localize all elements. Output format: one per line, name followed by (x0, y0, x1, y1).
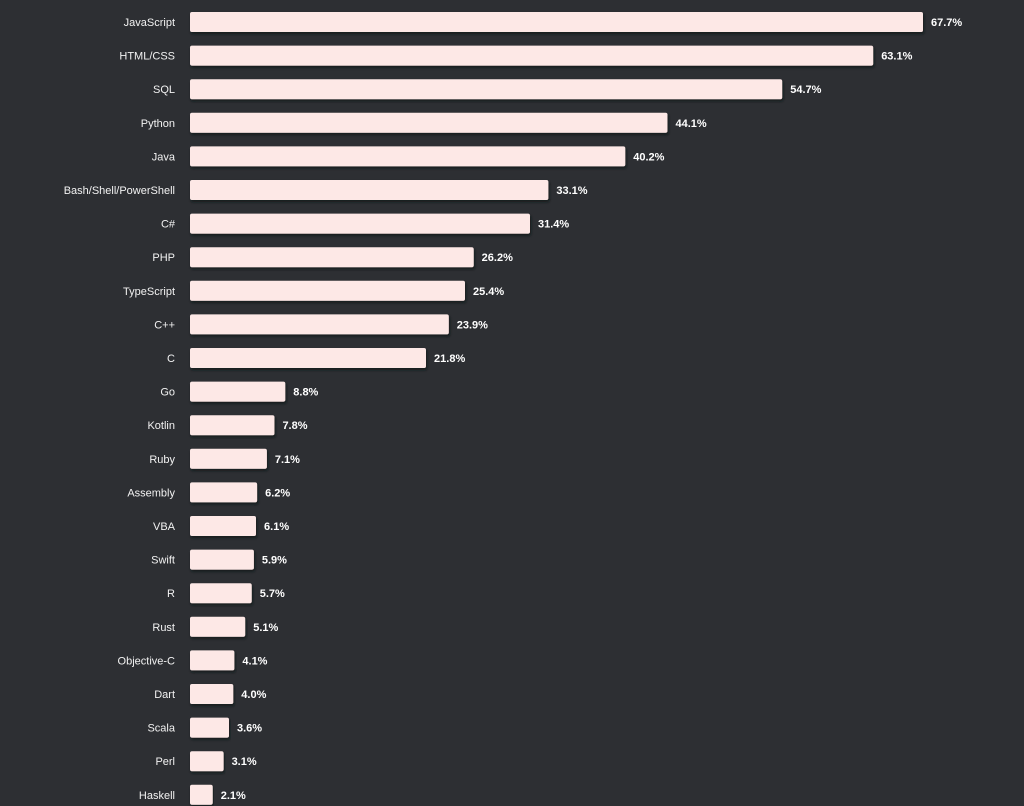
value-label: 67.7% (931, 17, 962, 29)
bar (190, 616, 246, 637)
bar (190, 79, 783, 100)
category-label: C (167, 353, 175, 365)
bar-row: Objective-C 4.1% (118, 650, 268, 671)
bar (190, 247, 474, 268)
bar (190, 213, 530, 234)
category-label: Rust (152, 622, 175, 634)
bar (190, 549, 254, 570)
category-label: Objective-C (118, 655, 176, 667)
category-label: VBA (153, 521, 176, 533)
category-label: Assembly (127, 487, 175, 499)
value-label: 31.4% (538, 219, 569, 231)
bar-row: HTML/CSS 63.1% (119, 45, 913, 66)
category-label: SQL (153, 84, 175, 96)
value-label: 5.1% (253, 622, 278, 634)
bar-row: Ruby 7.1% (149, 448, 300, 469)
category-label: Go (160, 387, 175, 399)
value-label: 33.1% (556, 185, 587, 197)
value-label: 5.7% (260, 588, 285, 600)
bar (190, 112, 668, 133)
bar-row: Bash/Shell/PowerShell 33.1% (64, 180, 588, 200)
value-label: 6.1% (264, 521, 289, 533)
value-label: 3.6% (237, 723, 262, 735)
value-label: 23.9% (457, 319, 488, 331)
bar (190, 45, 874, 66)
bars-layer: JavaScript 67.7% HTML/CSS 63.1% SQL 54.7% Pyth… (64, 12, 962, 805)
value-label: 5.9% (262, 555, 287, 567)
value-label: 7.1% (275, 454, 300, 466)
category-label: C++ (154, 319, 175, 331)
bar (190, 12, 923, 32)
bar-row: Swift 5.9% (151, 549, 287, 570)
bar-row: Assembly 6.2% (127, 482, 290, 503)
category-label: PHP (152, 252, 175, 264)
category-label: C# (161, 219, 176, 231)
bar-row: JavaScript 67.7% (124, 12, 962, 32)
category-label: Perl (155, 756, 175, 768)
bar (190, 180, 549, 200)
bar-row: PHP 26.2% (152, 247, 513, 268)
bar (190, 280, 465, 301)
value-label: 2.1% (221, 790, 246, 802)
bar-row: Scala 3.6% (147, 717, 262, 738)
bar (190, 381, 286, 402)
category-label: TypeScript (123, 286, 175, 298)
value-label: 6.2% (265, 487, 290, 499)
value-label: 54.7% (790, 84, 821, 96)
value-label: 3.1% (232, 756, 257, 768)
category-label: HTML/CSS (119, 51, 175, 63)
category-label: R (167, 588, 175, 600)
bar (190, 784, 213, 805)
bar (190, 684, 234, 704)
bar-row: Dart 4.0% (154, 684, 267, 704)
category-label: Swift (151, 555, 175, 567)
category-label: Java (152, 151, 176, 163)
category-label: Ruby (149, 454, 175, 466)
bar-row: Go 8.8% (160, 381, 319, 402)
bar (190, 482, 258, 503)
value-label: 8.8% (293, 387, 318, 399)
category-label: Haskell (139, 790, 175, 802)
bar (190, 146, 626, 167)
bar (190, 650, 235, 671)
value-label: 21.8% (434, 353, 465, 365)
category-label: Dart (154, 689, 175, 701)
bar-row: Perl 3.1% (155, 751, 257, 772)
category-label: Bash/Shell/PowerShell (64, 185, 175, 197)
bar (190, 516, 256, 536)
value-label: 4.0% (241, 689, 266, 701)
value-label: 4.1% (242, 655, 267, 667)
value-label: 44.1% (675, 118, 706, 130)
value-label: 26.2% (482, 252, 513, 264)
bar-row: Java 40.2% (152, 146, 665, 167)
category-label: JavaScript (124, 17, 175, 29)
value-label: 25.4% (473, 286, 504, 298)
bar (190, 583, 252, 604)
bar (190, 415, 275, 436)
value-label: 7.8% (282, 420, 307, 432)
bar-row: Kotlin 7.8% (147, 415, 308, 436)
bar (190, 751, 224, 772)
bar-row: TypeScript 25.4% (123, 280, 504, 301)
bar-row: Haskell 2.1% (139, 784, 246, 805)
category-label: Kotlin (147, 420, 175, 432)
value-label: 63.1% (881, 51, 912, 63)
bar-row: R 5.7% (167, 583, 285, 604)
bar-row: VBA 6.1% (153, 516, 289, 536)
bar-row: Rust 5.1% (152, 616, 279, 637)
bar (190, 314, 449, 335)
bar-row: C++ 23.9% (154, 314, 488, 335)
bar-row: C# 31.4% (161, 213, 569, 234)
category-label: Python (141, 118, 175, 130)
value-label: 40.2% (633, 151, 664, 163)
bar-row: C 21.8% (167, 348, 465, 368)
bar (190, 717, 229, 738)
bar (190, 448, 267, 469)
bar-row: SQL 54.7% (153, 79, 822, 100)
category-label: Scala (147, 723, 175, 735)
bar-row: Python 44.1% (141, 112, 707, 133)
bar (190, 348, 426, 368)
